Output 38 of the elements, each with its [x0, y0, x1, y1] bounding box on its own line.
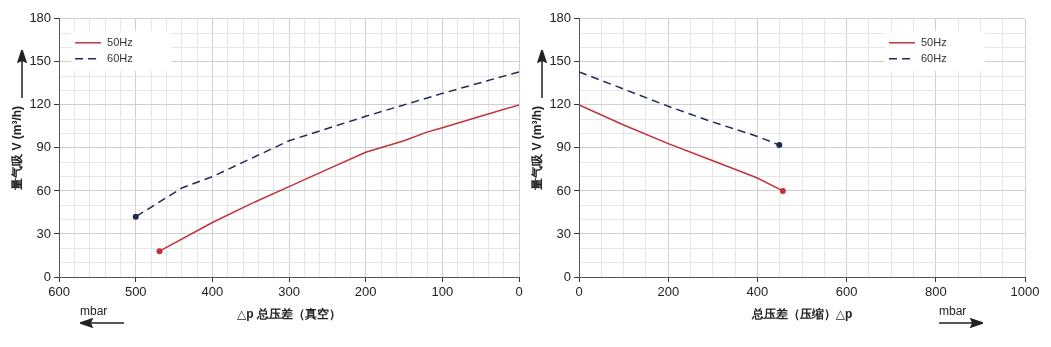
x-tick-label: 400 [746, 284, 769, 300]
x-axis-title: 总压差（压缩）△p [750, 307, 853, 322]
x-tick-label: 300 [278, 284, 300, 300]
y-tick-label: 180 [549, 10, 572, 26]
line-series [134, 71, 519, 218]
legend-label: 50Hz [107, 35, 133, 48]
y-tick-label: 0 [43, 268, 52, 284]
x-tick-label: 100 [431, 284, 454, 300]
y-tick-label: 90 [556, 139, 572, 155]
legend-label: 50Hz [921, 35, 947, 48]
x-tick-label: 500 [124, 284, 147, 300]
text: mbar [939, 304, 968, 318]
x-axis-title: △p 总压差（真空） [237, 307, 341, 322]
y-tick-label: 150 [29, 53, 52, 69]
x-tick-label: 1000 [1010, 284, 1040, 300]
y-tick-label: 30 [556, 225, 572, 241]
y-tick-label: 0 [563, 268, 572, 284]
text: mbar [80, 304, 109, 318]
x-tick-label: 0 [575, 284, 583, 300]
x-tick-label: 600 [48, 284, 70, 300]
x-tick-label: 0 [515, 284, 523, 300]
y-axis-title: 量气吸 V (m³/h) [529, 105, 544, 191]
x-tick-label: 600 [835, 284, 858, 300]
y-tick-label: 60 [556, 182, 572, 198]
y-tick-label: 90 [36, 139, 52, 155]
y-tick-label: 120 [29, 96, 52, 112]
x-tick-label: 200 [657, 284, 680, 300]
legend-label: 60Hz [107, 51, 133, 64]
y-axis-title: 量气吸 V (m³/h) [9, 105, 24, 191]
y-tick-label: 150 [549, 53, 572, 69]
x-tick-label: 800 [924, 284, 947, 300]
x-tick-label: 200 [354, 284, 377, 300]
legend-label: 60Hz [921, 51, 947, 64]
y-tick-label: 120 [549, 96, 572, 112]
x-tick-label: 400 [201, 284, 224, 300]
y-tick-label: 60 [36, 182, 52, 198]
y-tick-label: 180 [29, 10, 52, 26]
y-tick-label: 30 [36, 225, 52, 241]
